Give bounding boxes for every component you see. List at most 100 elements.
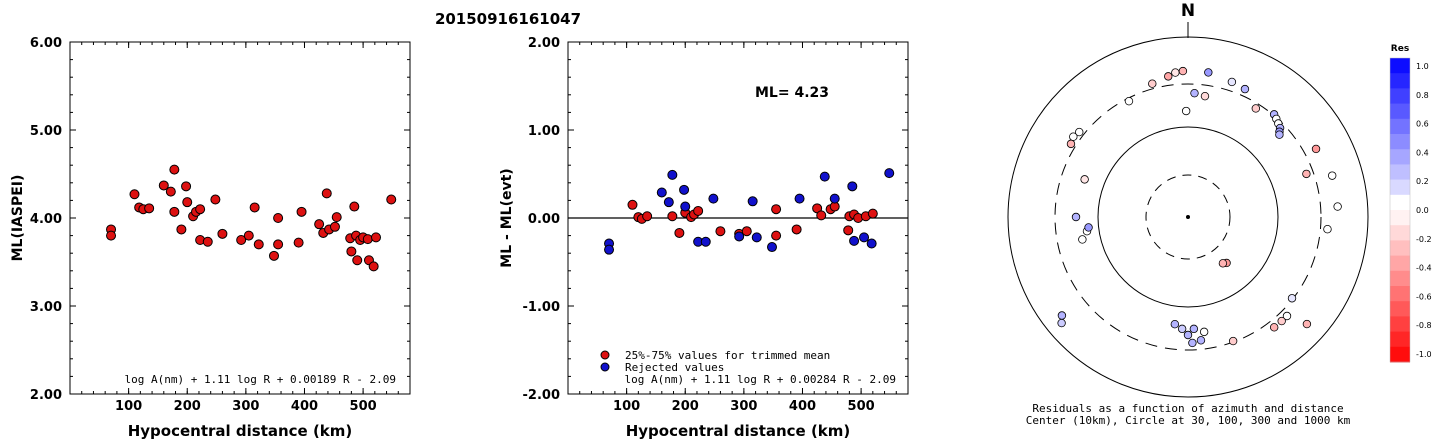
colorbar-tick-label: 1.0	[1416, 62, 1429, 71]
colorbar-cell	[1390, 149, 1410, 165]
ml-station-point	[253, 239, 264, 250]
ml-station-point	[331, 212, 342, 223]
station-residual-point	[1078, 235, 1087, 244]
ml-station-point	[243, 230, 254, 241]
station-residual-point	[1080, 175, 1089, 184]
rejected-point	[819, 171, 830, 182]
plot2-points	[604, 168, 895, 255]
polar-caption-line1: Residuals as a function of azimuth and d…	[1032, 402, 1343, 415]
plot2-y-ticks: -2.00 -1.00 0.00 1.00 2.00	[523, 36, 908, 403]
station-residual-point	[1277, 316, 1286, 326]
plot2-xlabel: Hypocentral distance (km)	[626, 422, 851, 440]
north-label: N	[1181, 1, 1195, 21]
station-residual-point	[1178, 66, 1188, 76]
plot2-ytick-label: -2.00	[523, 388, 560, 403]
trimmed-mean-point	[771, 230, 782, 241]
colorbar-cell	[1390, 331, 1410, 348]
ml-station-point	[169, 164, 180, 175]
plot1-xtick-label: 100	[115, 399, 142, 414]
station-residual-point	[1164, 72, 1173, 81]
colorbar-tick-label: 0.0	[1416, 206, 1429, 215]
rejected-point	[700, 236, 711, 247]
plot1-ytick-label: 6.00	[30, 36, 62, 51]
colorbar-cell	[1390, 73, 1410, 89]
station-residual-point	[1204, 68, 1213, 77]
trimmed-mean-point	[843, 225, 854, 236]
rejected-point	[663, 197, 674, 208]
ml-station-point	[236, 235, 247, 245]
ml-station-point	[371, 232, 381, 243]
page-title: 20150916161047	[435, 10, 581, 28]
station-residual-point	[1189, 324, 1199, 334]
station-residual-point	[1071, 212, 1081, 222]
colorbar-tick-label: -1.0	[1416, 350, 1432, 359]
station-residual-point	[1269, 323, 1279, 332]
rejected-point	[794, 193, 805, 204]
colorbar-tick-label: -0.8	[1416, 321, 1432, 330]
trimmed-mean-point	[791, 224, 802, 235]
plot1-frame	[69, 41, 411, 395]
colorbar-cell	[1390, 88, 1410, 105]
trimmed-mean-point	[771, 204, 782, 215]
rejected-point	[829, 193, 840, 204]
station-residual-point	[1075, 127, 1084, 137]
colorbar-cell	[1390, 301, 1410, 317]
rejected-point	[866, 238, 877, 249]
colorbar-cell	[1390, 240, 1410, 257]
station-residual-point	[1124, 96, 1134, 106]
ml-iaspei-panel: ML(IASPEI) Hypocentral distance (km) log…	[10, 36, 411, 440]
plot2-ytick-label: 1.00	[528, 124, 560, 139]
station-residual-point	[1183, 330, 1193, 340]
colorbar-ticks: 1.0 0.8 0.6 0.4 0.2 0.0 -0.2 -0.4 -0.6 -0.8 -1.0	[1416, 62, 1432, 359]
colorbar-tick-label: -0.6	[1416, 292, 1432, 301]
trimmed-mean-point	[715, 226, 726, 237]
ml-station-point	[106, 230, 117, 241]
residual-colorbar: Res 1.0 0.8 0.6 0.4 0.2 0.0 -0.2 -0.4 -0.6 -0.8 -1…	[1389, 44, 1432, 363]
legend-trimmed-marker	[600, 350, 610, 360]
rejected-point	[734, 231, 745, 242]
station-residual-point	[1327, 171, 1337, 180]
colorbar-title: Res	[1391, 44, 1409, 54]
colorbar-cell	[1390, 58, 1410, 74]
ml-station-point	[129, 189, 140, 200]
station-residual-point	[1084, 223, 1093, 232]
station-residual-point	[1188, 338, 1197, 348]
station-residual-point	[1323, 225, 1332, 234]
rejected-point	[751, 232, 762, 243]
trimmed-mean-point	[667, 211, 678, 222]
colorbar-cell	[1390, 346, 1410, 363]
plot1-ytick-label: 5.00	[30, 124, 62, 139]
ml-station-point	[176, 224, 187, 235]
ml-station-point	[144, 203, 155, 214]
trimmed-mean-point	[816, 210, 827, 221]
plot1-x-ticks: 100 200 300 400 500	[81, 42, 399, 414]
trimmed-mean-point	[627, 199, 638, 210]
ml-station-point	[321, 188, 332, 199]
rejected-point	[849, 235, 860, 246]
station-residual-point	[1181, 106, 1191, 116]
circle-1000km	[1007, 36, 1369, 398]
ml-station-point	[314, 219, 325, 230]
station-residual-point	[1200, 91, 1210, 101]
ml-station-point	[169, 206, 180, 217]
station-residual-point	[1282, 311, 1292, 321]
plot2-xtick-label: 300	[730, 399, 757, 414]
plot1-xtick-label: 300	[232, 399, 259, 414]
plot2-xtick-label: 400	[789, 399, 816, 414]
colorbar-cell	[1390, 194, 1410, 211]
station-residual-point	[1228, 336, 1238, 346]
rejected-point	[708, 193, 719, 204]
station-residual-point	[1066, 139, 1076, 149]
plot2-x-ticks: 100 200 300 400 500	[579, 42, 897, 414]
plot1-xtick-label: 500	[350, 399, 377, 414]
station-residual-point	[1057, 318, 1066, 328]
ml-station-point	[217, 228, 228, 239]
station-residual-point	[1287, 294, 1297, 303]
ml-station-point	[195, 204, 206, 215]
plot2-xtick-label: 200	[672, 399, 699, 414]
rejected-point	[679, 184, 690, 195]
ml-station-point	[329, 221, 340, 232]
colorbar-frame	[1389, 57, 1411, 363]
rejected-point	[747, 196, 758, 207]
station-residual-point	[1190, 88, 1199, 98]
